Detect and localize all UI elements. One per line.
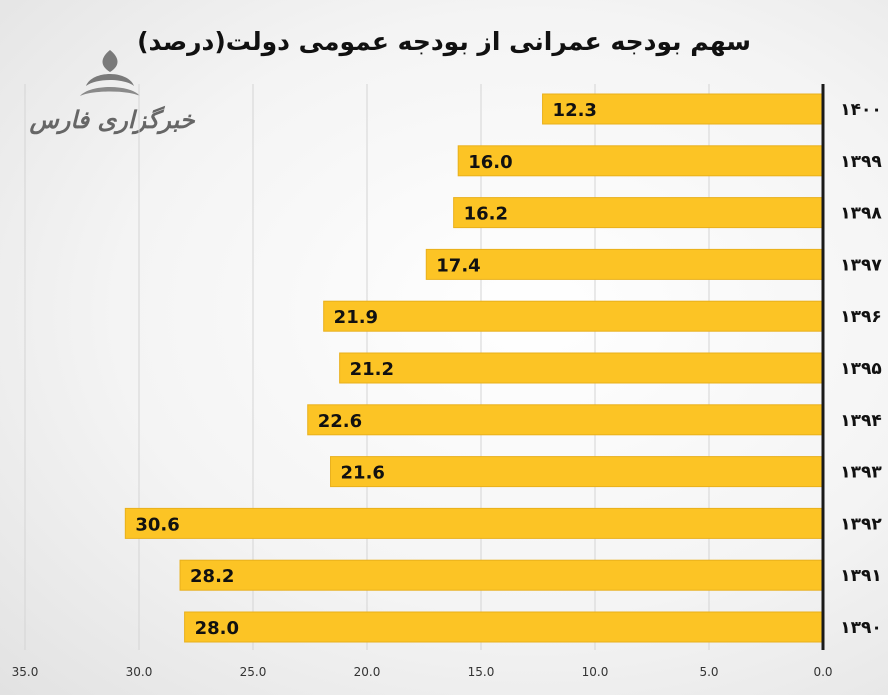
bar	[425, 248, 824, 280]
category-label: ۱۳۹۳	[840, 463, 882, 483]
category-label: ۱۳۹۴	[840, 411, 882, 431]
bar	[307, 404, 824, 436]
category-labels: ۱۴۰۰ ۱۳۹۹ ۱۳۹۸ ۱۳۹۷ ۱۳۹۶ ۱۳۹۵ ۱۳۹۴ ۱۳۹۳ ۱۳۹۲ ۱۳۹۱…	[840, 100, 882, 638]
bar	[184, 611, 824, 643]
x-tick-label: 35.0	[12, 665, 39, 679]
category-label: ۱۳۹۵	[840, 359, 882, 379]
bar-value-label: 22.6	[318, 411, 362, 432]
x-tick-label: 20.0	[354, 665, 381, 679]
fars-news-logo: خبرگزاری فارس	[28, 50, 196, 135]
bar	[124, 507, 824, 539]
bar	[323, 300, 824, 332]
bar-value-label: 28.0	[195, 618, 239, 639]
bar	[457, 145, 824, 177]
bar-value-label: 21.6	[341, 463, 385, 484]
x-tick-label: 15.0	[468, 665, 495, 679]
bar	[330, 456, 824, 488]
x-tick-label: 5.0	[699, 665, 718, 679]
bar-value-label: 17.4	[436, 255, 480, 276]
chart-title: سهم بودجه عمرانی از بودجه عمومی دولت(درص…	[137, 27, 751, 57]
bar	[179, 559, 824, 591]
category-label: ۱۳۹۷	[840, 255, 882, 275]
bar	[542, 93, 824, 125]
bar-value-label: 16.0	[468, 152, 512, 173]
x-tick-label: 10.0	[582, 665, 609, 679]
category-label: ۱۳۹۲	[840, 514, 882, 534]
bar-value-label: 21.2	[350, 359, 394, 380]
bars	[124, 93, 824, 643]
bar-value-label: 12.3	[553, 100, 597, 121]
x-tick-label: 25.0	[240, 665, 267, 679]
category-label: ۱۳۹۶	[840, 307, 882, 327]
bar-value-label: 21.9	[334, 307, 378, 328]
category-label: ۱۳۹۱	[840, 566, 882, 586]
category-label: ۱۳۹۹	[840, 152, 882, 172]
bar	[339, 352, 824, 384]
category-label: ۱۳۹۸	[840, 204, 882, 224]
fars-logo-wordmark: خبرگزاری فارس	[28, 105, 195, 135]
bar-value-label: 16.2	[464, 204, 508, 225]
x-tick-label: 30.0	[126, 665, 153, 679]
bar-value-label: 30.6	[135, 514, 179, 535]
category-label: ۱۴۰۰	[840, 100, 882, 120]
value-labels: 12.3 16.0 16.2 17.4 21.9 21.2 22.6 21.6 30.6 28.2…	[135, 100, 597, 639]
bar	[453, 197, 824, 229]
x-tick-label: 0.0	[813, 665, 832, 679]
fars-logo-emblem-icon	[80, 50, 140, 96]
x-axis-ticks: 0.0 5.0 10.0 15.0 20.0 25.0 30.0 35.0	[12, 665, 833, 679]
bar-value-label: 28.2	[190, 566, 234, 587]
category-label: ۱۳۹۰	[840, 618, 882, 638]
